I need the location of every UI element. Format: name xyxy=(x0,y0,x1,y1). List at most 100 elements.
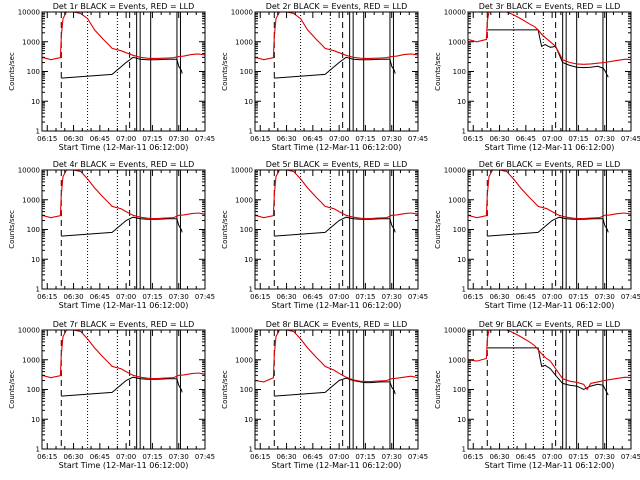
x-tick-label: 07:30 xyxy=(382,453,402,461)
x-tick-label: 06:30 xyxy=(276,293,296,301)
x-tick-label: 07:15 xyxy=(355,135,375,143)
y-tick-label: 10 xyxy=(244,256,253,264)
x-tick-label: 06:30 xyxy=(276,453,296,461)
panel-4: Det 4r BLACK = Events, RED = LLD 1 10 100 10… xyxy=(8,160,215,310)
x-tick-label: 07:15 xyxy=(142,135,162,143)
x-tick-label: 07:15 xyxy=(142,293,162,301)
y-tick-label: 1000 xyxy=(448,196,466,204)
marker-lines xyxy=(60,12,181,131)
y-tick-label: 10 xyxy=(31,256,40,264)
panel-title: Det 7r BLACK = Events, RED = LLD xyxy=(53,320,195,329)
series-group xyxy=(255,12,418,79)
x-tick-label: 07:45 xyxy=(195,135,215,143)
x-tick-label: 07:15 xyxy=(142,453,162,461)
y-tick-label: 100 xyxy=(27,386,40,394)
y-tick-label: 10 xyxy=(31,416,40,424)
panel-title: Det 4r BLACK = Events, RED = LLD xyxy=(53,160,195,169)
x-tick-label: 07:45 xyxy=(621,453,640,461)
x-axis-label: Start Time (12-Mar-11 06:12:00) xyxy=(272,461,402,470)
lld-series-line xyxy=(255,12,418,61)
x-tick-label: 07:15 xyxy=(568,453,588,461)
y-tick-label: 1 xyxy=(462,128,466,136)
y-tick-label: 1000 xyxy=(235,196,253,204)
marker-lines xyxy=(486,12,607,131)
x-tick-label: 07:00 xyxy=(329,453,349,461)
events-series-line xyxy=(61,376,183,397)
y-tick-label: 100 xyxy=(240,226,253,234)
x-tick-label: 07:00 xyxy=(542,453,562,461)
x-tick-label: 06:45 xyxy=(516,293,536,301)
panel-3: Det 3r BLACK = Events, RED = LLD 1 10 100 10… xyxy=(434,2,640,152)
events-series-line xyxy=(274,56,396,79)
x-tick-label: 07:30 xyxy=(595,453,615,461)
x-tick-label: 06:45 xyxy=(303,293,323,301)
x-tick-label: 07:45 xyxy=(408,293,428,301)
x-tick-label: 06:15 xyxy=(37,135,57,143)
series-group xyxy=(42,330,205,397)
y-tick-label: 1000 xyxy=(448,356,466,364)
y-axis-label: Counts/sec xyxy=(8,370,16,409)
y-tick-label: 1000 xyxy=(22,356,40,364)
panel-7: Det 7r BLACK = Events, RED = LLD 1 10 100 10… xyxy=(8,320,215,470)
x-tick-label: 06:45 xyxy=(516,453,536,461)
y-tick-label: 1000 xyxy=(22,38,40,46)
y-tick-label: 1000 xyxy=(235,38,253,46)
x-tick-label: 06:45 xyxy=(303,135,323,143)
marker-lines xyxy=(273,12,394,131)
series-group xyxy=(468,170,631,237)
x-tick-label: 06:45 xyxy=(303,453,323,461)
y-tick-label: 100 xyxy=(27,68,40,76)
y-axis-label: Counts/sec xyxy=(434,210,442,249)
panel-8: Det 8r BLACK = Events, RED = LLD 1 10 100 10… xyxy=(221,320,428,470)
y-tick-label: 100 xyxy=(27,226,40,234)
x-tick-label: 07:15 xyxy=(355,453,375,461)
lld-series-line xyxy=(42,330,205,380)
x-axis-label: Start Time (12-Mar-11 06:12:00) xyxy=(485,301,615,310)
marker-lines xyxy=(60,170,181,289)
x-tick-label: 06:45 xyxy=(90,453,110,461)
x-tick-label: 06:15 xyxy=(250,453,270,461)
series-group xyxy=(42,12,205,79)
y-tick-label: 10000 xyxy=(231,327,253,335)
events-series-line xyxy=(487,29,609,78)
panel-title: Det 5r BLACK = Events, RED = LLD xyxy=(266,160,408,169)
events-series-line xyxy=(274,216,396,237)
marker-lines xyxy=(486,170,607,289)
x-tick-label: 06:30 xyxy=(63,135,83,143)
panel-5: Det 5r BLACK = Events, RED = LLD 1 10 100 10… xyxy=(221,160,428,310)
y-tick-label: 10000 xyxy=(231,9,253,17)
lld-series-line xyxy=(468,170,631,220)
x-tick-label: 06:15 xyxy=(250,293,270,301)
y-axis-label: Counts/sec xyxy=(221,210,229,249)
y-axis-label: Counts/sec xyxy=(8,210,16,249)
y-tick-label: 10 xyxy=(457,416,466,424)
y-tick-label: 1 xyxy=(36,446,40,454)
x-tick-label: 07:30 xyxy=(595,293,615,301)
x-tick-label: 07:15 xyxy=(568,293,588,301)
y-tick-label: 1 xyxy=(462,446,466,454)
lld-series-line xyxy=(468,12,631,65)
x-axis-label: Start Time (12-Mar-11 06:12:00) xyxy=(485,461,615,470)
series-group xyxy=(42,170,205,237)
x-tick-label: 07:30 xyxy=(169,293,189,301)
x-tick-label: 07:00 xyxy=(116,135,136,143)
x-tick-label: 06:15 xyxy=(463,453,483,461)
panel-6: Det 6r BLACK = Events, RED = LLD 1 10 100 10… xyxy=(434,160,640,310)
lld-series-line xyxy=(42,12,205,61)
y-tick-label: 10000 xyxy=(444,327,466,335)
lld-series-line xyxy=(255,330,418,383)
x-tick-label: 06:15 xyxy=(37,453,57,461)
panel-title: Det 8r BLACK = Events, RED = LLD xyxy=(266,320,408,329)
x-tick-label: 07:00 xyxy=(329,293,349,301)
series-group xyxy=(468,12,631,78)
y-axis-label: Counts/sec xyxy=(434,370,442,409)
y-tick-label: 10000 xyxy=(444,167,466,175)
x-tick-label: 07:00 xyxy=(542,293,562,301)
events-series-line xyxy=(61,56,183,79)
x-tick-label: 06:15 xyxy=(463,293,483,301)
y-tick-label: 10 xyxy=(457,98,466,106)
y-tick-label: 10 xyxy=(31,98,40,106)
panel-title: Det 1r BLACK = Events, RED = LLD xyxy=(53,2,195,11)
events-series-line xyxy=(487,347,609,396)
x-tick-label: 06:30 xyxy=(489,453,509,461)
